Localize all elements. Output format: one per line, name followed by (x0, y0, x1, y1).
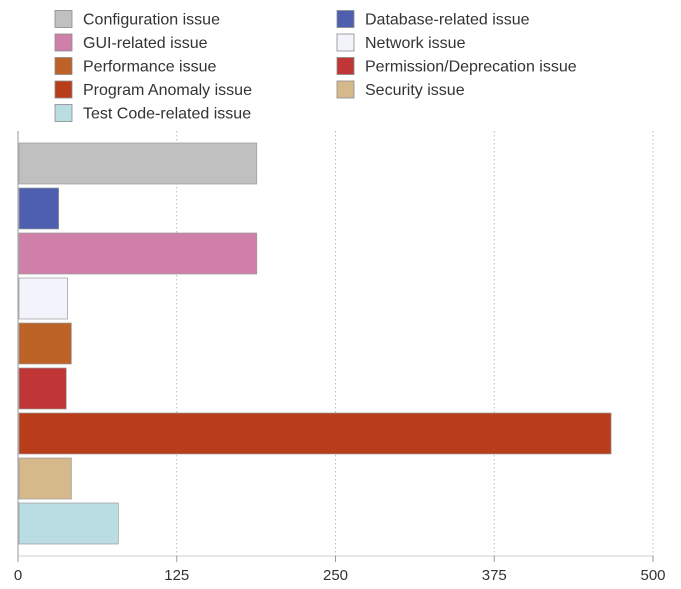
bar-permission-deprecation-issue (18, 367, 67, 410)
x-tick-label: 0 (14, 567, 22, 584)
legend-swatch (54, 104, 73, 122)
x-tick-label: 125 (164, 567, 189, 584)
legend-item-permission-deprecation-issue: Permission/Deprecation issue (336, 57, 577, 76)
legend-swatch (336, 33, 355, 52)
legend-label: Configuration issue (83, 12, 220, 29)
legend-swatch (336, 80, 355, 99)
bar-network-issue (18, 277, 68, 320)
legend-item-configuration-issue: Configuration issue (54, 10, 220, 29)
legend-swatch (54, 57, 73, 75)
x-tick-label: 375 (482, 567, 507, 584)
x-axis: 0 125 250 375 500 (14, 131, 666, 584)
legend-item-performance-issue: Performance issue (54, 57, 216, 76)
bar-configuration-issue (18, 142, 258, 185)
legend-label: Test Code-related issue (83, 106, 251, 123)
x-tick-label: 250 (323, 567, 348, 584)
bar-security-issue (18, 457, 72, 500)
legend-label: Permission/Deprecation issue (365, 59, 577, 76)
legend-item-security-issue: Security issue (336, 80, 465, 99)
legend-swatch (54, 10, 73, 28)
legend-item-test-code-related-issue: Test Code-related issue (54, 104, 251, 123)
legend-item-database-related-issue: Database-related issue (336, 10, 530, 29)
x-tick-label: 500 (640, 567, 665, 584)
legend-label: GUI-related issue (83, 35, 208, 52)
legend-swatch (336, 10, 355, 28)
legend-item-gui-related-issue: GUI-related issue (54, 33, 208, 52)
grid (176, 131, 654, 556)
legend: Configuration issue Database-related issu… (54, 10, 577, 123)
legend-label: Program Anomaly issue (83, 82, 252, 99)
bar-performance-issue (18, 322, 72, 365)
bar-gui-related-issue (18, 232, 258, 275)
legend-swatch (336, 57, 355, 75)
bar-program-anomaly-issue (18, 412, 612, 455)
bars (18, 142, 612, 545)
legend-label: Database-related issue (365, 12, 530, 29)
bar-database-related-issue (18, 187, 59, 230)
legend-swatch (54, 33, 73, 52)
legend-item-network-issue: Network issue (336, 33, 466, 52)
legend-label: Network issue (365, 35, 466, 52)
legend-item-program-anomaly-issue: Program Anomaly issue (54, 80, 252, 99)
legend-label: Security issue (365, 82, 465, 99)
legend-label: Performance issue (83, 59, 216, 76)
bar-test-code-related-issue (18, 502, 119, 545)
legend-swatch (54, 80, 73, 99)
